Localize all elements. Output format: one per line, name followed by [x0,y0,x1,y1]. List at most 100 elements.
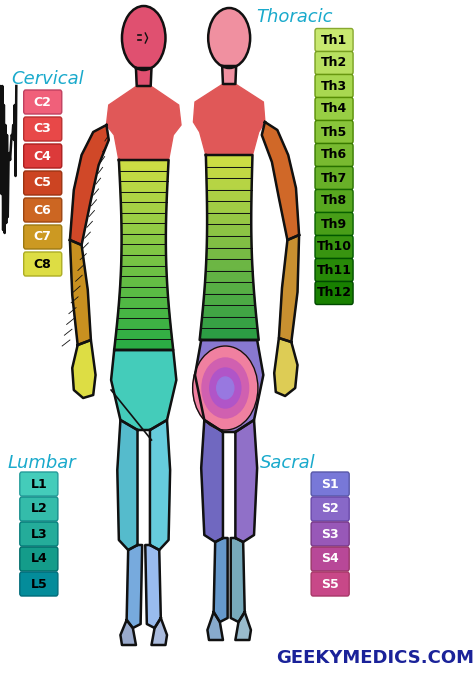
Polygon shape [111,350,176,430]
Text: GEEKYMEDICS.COM: GEEKYMEDICS.COM [276,649,474,667]
Text: Th6: Th6 [321,148,347,161]
FancyBboxPatch shape [311,497,349,521]
Polygon shape [119,170,168,181]
FancyBboxPatch shape [315,74,353,97]
Text: Th3: Th3 [321,80,347,93]
Text: C8: C8 [34,257,52,270]
Polygon shape [121,255,166,266]
Polygon shape [121,234,166,244]
Polygon shape [117,318,171,329]
Text: L2: L2 [30,503,47,516]
FancyBboxPatch shape [20,522,58,546]
FancyBboxPatch shape [311,522,349,546]
FancyBboxPatch shape [315,259,353,281]
Polygon shape [214,538,228,622]
Text: S2: S2 [321,503,339,516]
Polygon shape [121,202,167,212]
FancyBboxPatch shape [315,52,353,74]
Polygon shape [72,340,96,398]
Text: L4: L4 [30,552,47,565]
FancyBboxPatch shape [20,572,58,596]
Ellipse shape [122,6,165,70]
Text: S3: S3 [321,528,339,541]
Circle shape [210,368,241,408]
Polygon shape [120,191,167,202]
FancyBboxPatch shape [315,144,353,166]
FancyBboxPatch shape [20,547,58,571]
Text: Th5: Th5 [321,125,347,138]
Polygon shape [118,308,170,318]
FancyBboxPatch shape [315,281,353,304]
FancyBboxPatch shape [24,90,62,114]
Polygon shape [202,305,256,317]
FancyBboxPatch shape [315,121,353,144]
Polygon shape [114,339,173,350]
Polygon shape [201,317,257,328]
Polygon shape [152,618,167,645]
Text: C2: C2 [34,95,52,108]
Polygon shape [120,620,136,645]
FancyBboxPatch shape [24,117,62,141]
Polygon shape [145,545,161,628]
Ellipse shape [208,8,250,68]
Polygon shape [203,294,255,305]
Polygon shape [127,545,142,628]
Polygon shape [121,244,166,255]
Polygon shape [118,297,169,308]
Text: L1: L1 [30,477,47,490]
Text: C4: C4 [34,150,52,163]
Polygon shape [120,276,167,287]
Text: C7: C7 [34,230,52,244]
Polygon shape [150,420,170,550]
Polygon shape [279,235,299,342]
Polygon shape [274,338,298,396]
Text: Th12: Th12 [317,287,352,300]
Text: Th8: Th8 [321,195,347,208]
FancyBboxPatch shape [311,547,349,571]
Polygon shape [207,202,251,212]
Polygon shape [119,160,169,170]
Polygon shape [193,84,265,155]
FancyBboxPatch shape [311,572,349,596]
FancyBboxPatch shape [20,497,58,521]
Polygon shape [121,212,166,223]
Polygon shape [207,224,251,236]
Polygon shape [120,181,167,191]
Polygon shape [207,236,252,247]
Polygon shape [206,155,253,167]
Text: Thoracic: Thoracic [256,8,333,26]
FancyBboxPatch shape [315,29,353,52]
Text: C6: C6 [34,204,52,217]
FancyBboxPatch shape [315,212,353,236]
Polygon shape [207,178,252,190]
Polygon shape [236,612,251,640]
FancyBboxPatch shape [315,236,353,259]
FancyBboxPatch shape [24,252,62,276]
Text: Lumbar: Lumbar [8,454,76,472]
Polygon shape [207,212,251,224]
FancyBboxPatch shape [24,144,62,168]
Polygon shape [262,122,299,240]
Text: S1: S1 [321,477,339,490]
Text: L3: L3 [30,528,47,541]
FancyBboxPatch shape [315,166,353,189]
Circle shape [217,377,234,399]
Polygon shape [70,125,109,245]
Text: Th4: Th4 [321,103,347,116]
Polygon shape [195,340,264,432]
Polygon shape [208,612,223,640]
Polygon shape [222,66,236,84]
Text: Th11: Th11 [317,264,352,276]
Circle shape [202,358,248,418]
Polygon shape [206,247,252,259]
Polygon shape [201,420,223,542]
Polygon shape [70,240,91,345]
Text: C3: C3 [34,123,52,136]
Text: Th2: Th2 [321,57,347,69]
Text: L5: L5 [30,577,47,590]
Polygon shape [119,287,168,297]
Text: Th1: Th1 [321,33,347,46]
Polygon shape [117,420,137,550]
Polygon shape [121,223,166,234]
Text: S5: S5 [321,577,339,590]
